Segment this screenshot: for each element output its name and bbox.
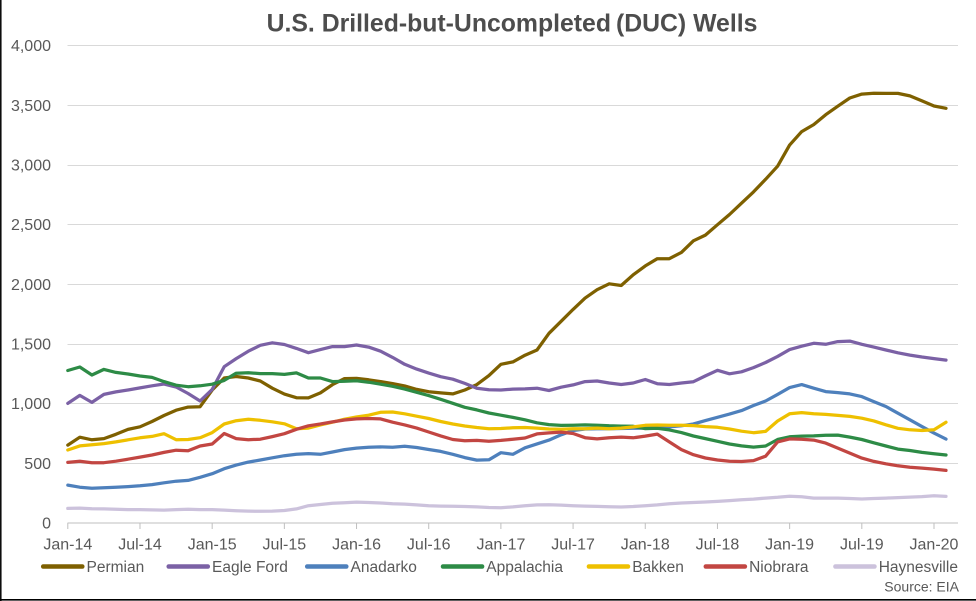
svg-text:2,000: 2,000 [11,277,51,294]
svg-text:Source: EIA: Source: EIA [884,579,959,595]
svg-text:Jan-15: Jan-15 [188,536,237,553]
svg-text:Eagle Ford: Eagle Ford [212,559,288,576]
svg-text:Jul-18: Jul-18 [696,536,740,553]
svg-text:Niobrara: Niobrara [749,559,809,576]
svg-text:1,500: 1,500 [11,337,51,354]
svg-text:Jan-19: Jan-19 [765,536,814,553]
svg-text:Anadarko: Anadarko [351,559,417,576]
svg-text:500: 500 [24,456,51,473]
svg-text:0: 0 [42,516,51,533]
svg-text:Jul-17: Jul-17 [551,536,595,553]
svg-text:Jan-17: Jan-17 [476,536,525,553]
svg-text:Jul-19: Jul-19 [840,536,884,553]
svg-text:Bakken: Bakken [632,559,684,576]
svg-text:4,000: 4,000 [11,38,51,55]
svg-text:Jul-16: Jul-16 [407,536,451,553]
svg-text:Jan-14: Jan-14 [43,536,92,553]
svg-text:Haynesville: Haynesville [879,559,958,576]
svg-text:Jan-16: Jan-16 [332,536,381,553]
svg-text:Appalachia: Appalachia [486,559,563,576]
svg-text:Jul-15: Jul-15 [263,536,307,553]
svg-text:2,500: 2,500 [11,217,51,234]
svg-text:Jan-20: Jan-20 [910,536,959,553]
svg-text:U.S. Drilled-but-Uncompleted (: U.S. Drilled-but-Uncompleted (DUC) Wells [267,11,758,38]
svg-text:3,500: 3,500 [11,98,51,115]
svg-text:Jul-14: Jul-14 [118,536,162,553]
svg-text:Jan-18: Jan-18 [621,536,670,553]
svg-text:3,000: 3,000 [11,158,51,175]
svg-text:1,000: 1,000 [11,396,51,413]
svg-text:Permian: Permian [87,559,145,576]
